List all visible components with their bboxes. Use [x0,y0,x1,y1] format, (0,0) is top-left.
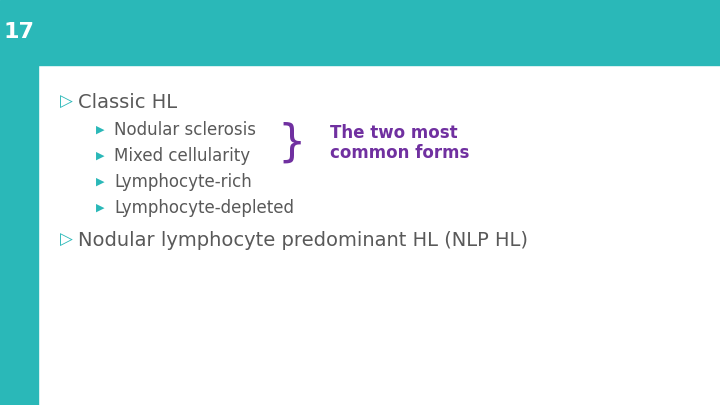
Text: 17: 17 [4,23,35,43]
Text: }: } [278,122,306,164]
Text: Hodgkin Lymphoma – major subtypes: Hodgkin Lymphoma – major subtypes [72,29,627,55]
Text: ▶: ▶ [96,177,104,187]
Text: Mixed cellularity: Mixed cellularity [114,147,250,165]
Text: common forms: common forms [330,144,469,162]
Text: ▶: ▶ [96,151,104,161]
Text: Nodular lymphocyte predominant HL (NLP HL): Nodular lymphocyte predominant HL (NLP H… [78,230,528,249]
Text: ▷: ▷ [60,231,73,249]
Text: ▶: ▶ [96,125,104,135]
Text: Nodular sclerosis: Nodular sclerosis [114,121,256,139]
Text: The two most: The two most [330,124,458,142]
Text: Lymphocyte-rich: Lymphocyte-rich [114,173,252,191]
Text: Lymphocyte-depleted: Lymphocyte-depleted [114,199,294,217]
Bar [0,0,720,65]
Text: ▷: ▷ [60,93,73,111]
Bar [0,65,38,405]
Text: Classic HL: Classic HL [78,92,177,111]
Text: ▶: ▶ [96,203,104,213]
